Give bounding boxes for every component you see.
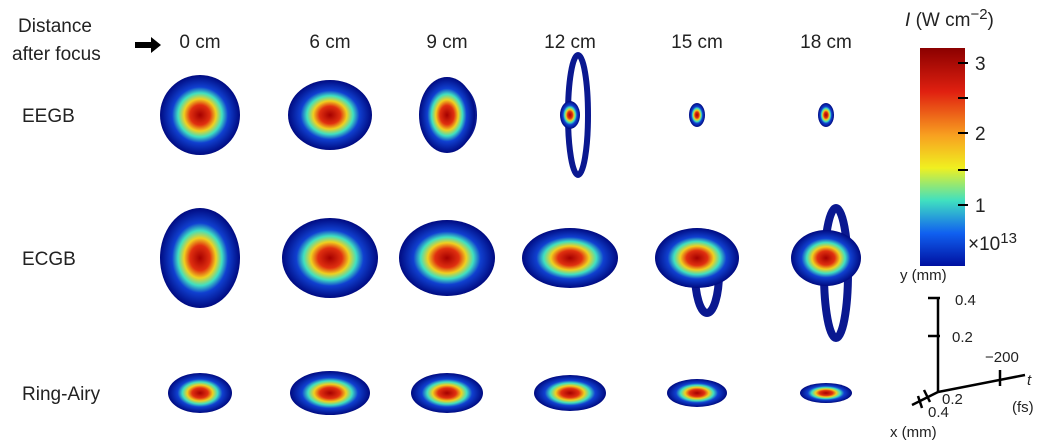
distance-label: Distance [18,16,92,37]
intensity-blob [800,383,852,403]
arrow [135,37,161,53]
intensity-blob [160,208,240,308]
axis-label: x (mm) [890,424,937,441]
colorbar-label: I (W cm−2) [905,6,994,31]
axis-tick: −200 [985,349,1019,366]
intensity-blob [689,103,705,127]
axis-label: t [1027,372,1032,389]
intensity-blob [290,371,370,415]
cells: 0 cm 6 cm 9 cm 12 cm 15 cm 18 cm EEGB ECGB Ring-… [22,32,861,415]
figure: Distance after focus 0 cm 6 cm 9 cm 12 cm 15… [0,0,1042,443]
intensity-blob [282,218,378,298]
column-label: 18 cm [800,32,852,53]
intensity-blob [399,220,495,296]
axis-tick: 0.2 [952,329,973,346]
column-label: 15 cm [671,32,723,53]
axis-label: (fs) [1012,399,1034,416]
intensity-blob [419,77,475,153]
intensity-blob [667,379,727,407]
column-label: 6 cm [309,32,350,53]
intensity-blob [522,228,618,288]
intensity-blob [411,373,483,413]
column-label: 12 cm [544,32,596,53]
column-label: 9 cm [426,32,467,53]
axis-tick: 0.4 [955,292,976,309]
intensity-blob [534,375,606,411]
intensity-blob [791,230,861,286]
colorbar [920,48,965,266]
intensity-blob [655,228,739,288]
row-label: Ring-Airy [22,384,101,405]
colorbar-tick: 3 [975,54,986,75]
row-label: EEGB [22,106,75,127]
axis-tick: 0.4 [928,404,949,421]
colorbar-tick: 1 [975,196,986,217]
row-label: ECGB [22,249,76,270]
intensity-blob [560,101,580,129]
colorbar-tick: 2 [975,124,986,145]
intensity-blob [818,103,834,127]
colorbar-multiplier: ×1013 [968,230,1017,255]
column-label: 0 cm [179,32,220,53]
intensity-blob [288,80,372,150]
intensity-blob [168,373,232,413]
distance-label: after focus [12,44,101,65]
intensity-blob [160,75,240,155]
axis-label: y (mm) [900,267,947,284]
